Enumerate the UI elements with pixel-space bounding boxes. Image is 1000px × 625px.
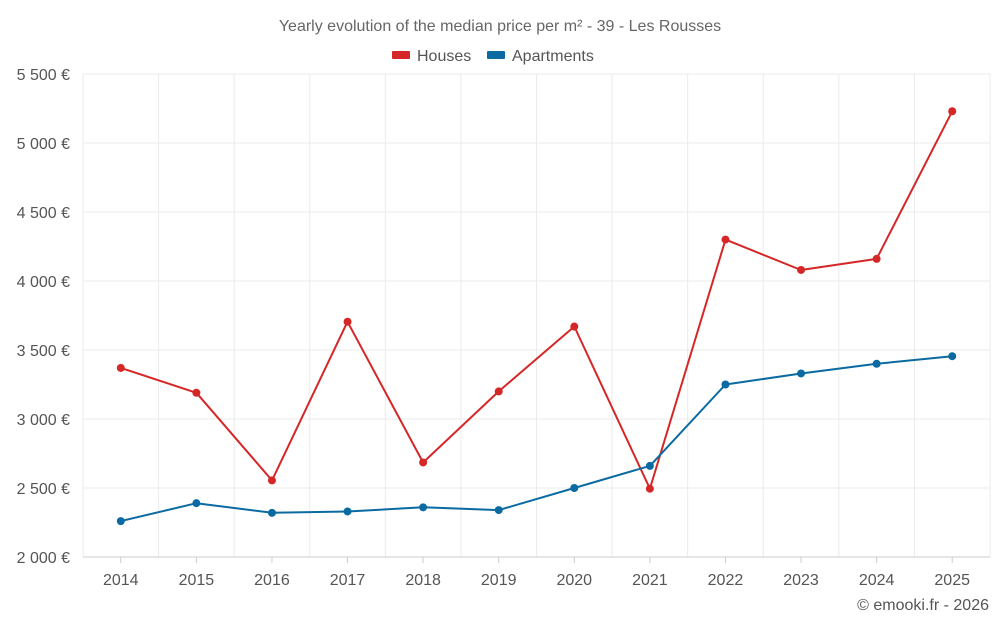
series-line-apartments (119, 355, 954, 523)
series-line-houses (119, 110, 954, 490)
legend: Houses Apartments (392, 48, 594, 65)
x-axis: 2014 2015 2016 2017 2018 2019 2020 2021 2022 2023… (83, 556, 990, 589)
legend-swatch-houses[interactable] (392, 51, 410, 59)
series-apartments (116, 352, 957, 526)
legend-label-apartments[interactable]: Apartments (512, 48, 594, 65)
y-tick-label: 4 000 € (17, 274, 70, 291)
chart-title: Yearly evolution of the median price per… (279, 18, 721, 35)
data-point-apartments[interactable] (797, 369, 806, 378)
data-point-houses[interactable] (192, 388, 201, 397)
data-point-houses[interactable] (645, 484, 654, 493)
x-tick-label: 2023 (783, 572, 819, 589)
x-tick-label: 2018 (405, 572, 441, 589)
data-point-apartments[interactable] (948, 352, 957, 361)
x-tick-label: 2020 (556, 572, 592, 589)
data-point-apartments[interactable] (343, 507, 352, 516)
y-tick-label: 5 000 € (17, 136, 70, 153)
x-tick-label: 2021 (632, 572, 668, 589)
y-tick-label: 2 500 € (17, 481, 70, 498)
legend-swatch-apartments[interactable] (487, 51, 505, 59)
data-point-apartments[interactable] (267, 508, 276, 517)
series-houses (116, 107, 957, 493)
x-tick-label: 2024 (859, 572, 895, 589)
y-tick-label: 5 500 € (17, 67, 70, 84)
data-point-apartments[interactable] (192, 499, 201, 508)
data-point-apartments[interactable] (116, 517, 125, 526)
data-point-apartments[interactable] (721, 380, 730, 389)
y-axis: 2 000 € 2 500 € 3 000 € 3 500 € 4 000 € 4 500… (17, 67, 70, 567)
data-point-houses[interactable] (948, 107, 957, 116)
data-point-houses[interactable] (419, 458, 428, 467)
data-point-houses[interactable] (267, 476, 276, 485)
data-point-houses[interactable] (343, 317, 352, 326)
y-tick-label: 3 000 € (17, 412, 70, 429)
series-layer (116, 107, 957, 526)
credit-text: © emooki.fr - 2026 (857, 597, 989, 614)
data-point-houses[interactable] (116, 363, 125, 372)
grid (82, 73, 991, 558)
data-point-apartments[interactable] (570, 484, 579, 492)
x-tick-label: 2025 (934, 572, 970, 589)
y-tick-label: 4 500 € (17, 205, 70, 222)
y-tick-label: 2 000 € (17, 550, 70, 567)
x-tick-label: 2022 (708, 572, 744, 589)
data-point-houses[interactable] (721, 235, 730, 244)
y-tick-label: 3 500 € (17, 343, 70, 360)
data-point-houses[interactable] (872, 254, 881, 263)
data-point-apartments[interactable] (872, 359, 881, 368)
data-point-apartments[interactable] (494, 506, 503, 515)
x-tick-label: 2017 (330, 572, 366, 589)
x-tick-label: 2014 (103, 572, 139, 589)
legend-label-houses[interactable]: Houses (417, 48, 471, 65)
data-point-apartments[interactable] (645, 461, 654, 470)
x-tick-label: 2016 (254, 572, 290, 589)
x-tick-label: 2019 (481, 572, 517, 589)
data-point-houses[interactable] (570, 322, 579, 331)
data-point-houses[interactable] (494, 387, 503, 396)
x-tick-label: 2015 (179, 572, 215, 589)
data-point-apartments[interactable] (419, 503, 428, 512)
data-point-houses[interactable] (797, 265, 806, 274)
